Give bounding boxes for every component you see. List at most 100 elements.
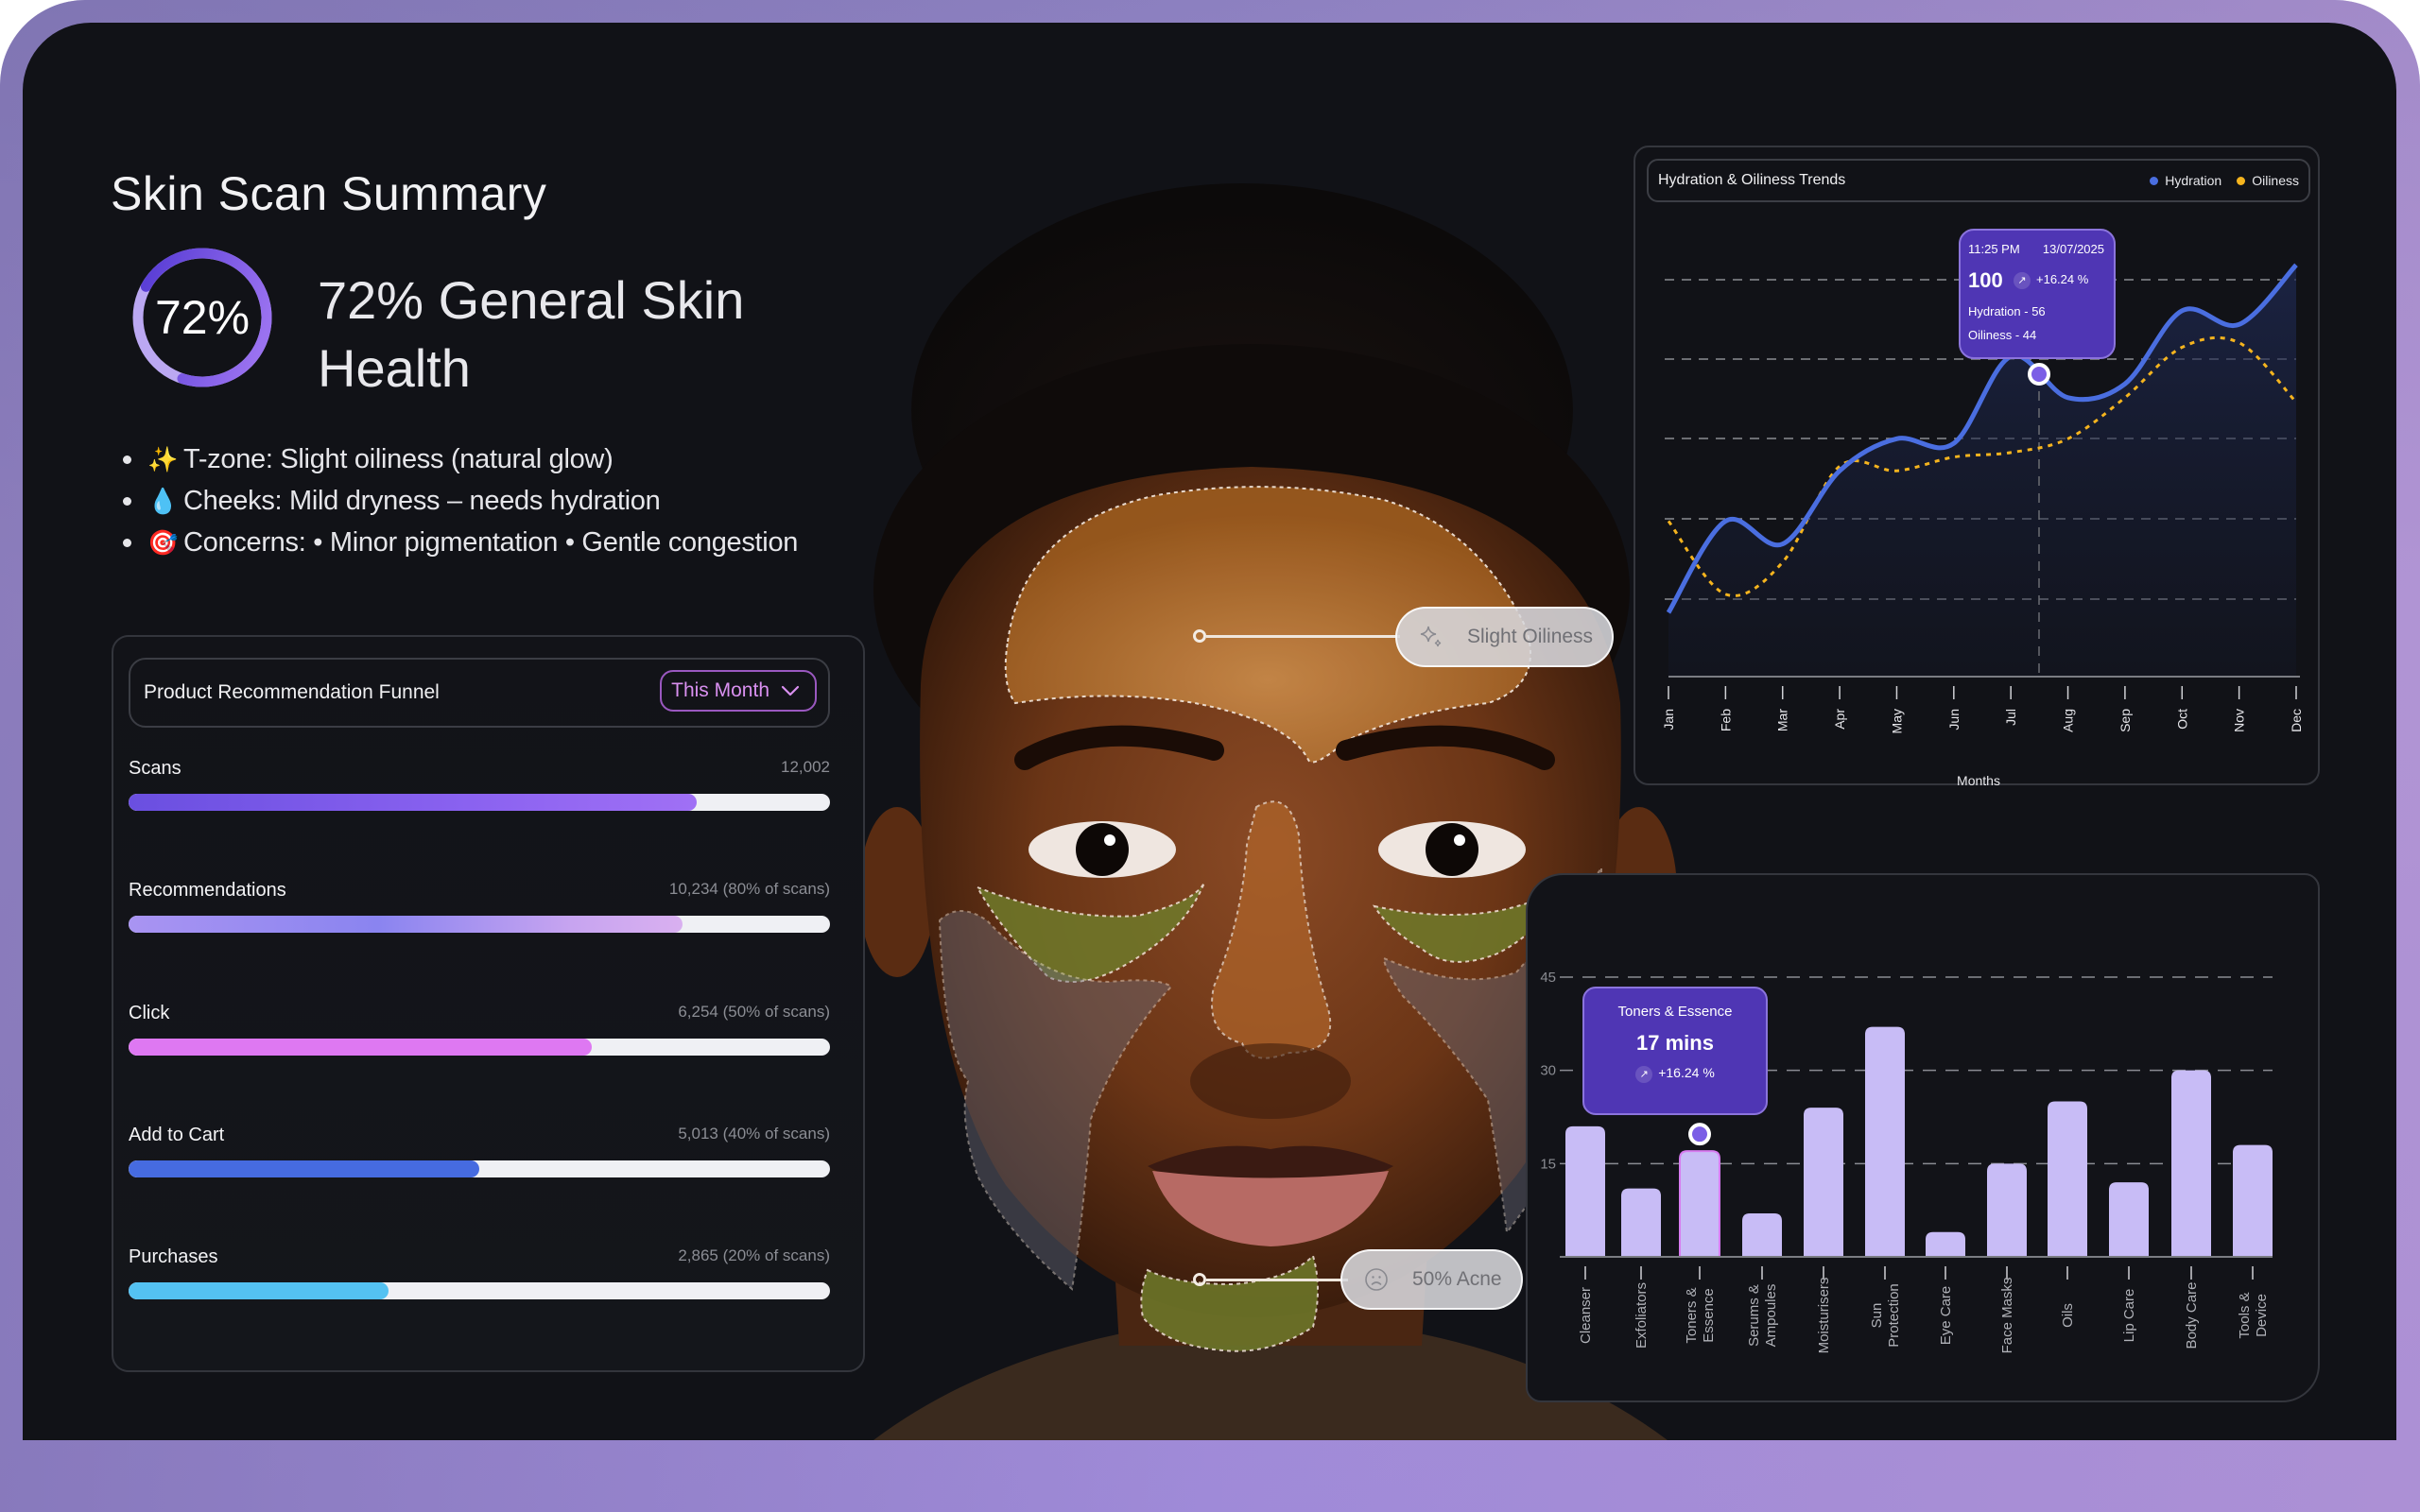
period-label: This Month	[671, 679, 769, 701]
legend-dot-icon	[2150, 176, 2159, 185]
target-icon: 🎯	[147, 528, 179, 557]
finding-text: Cheeks: Mild dryness – needs hydration	[183, 486, 661, 516]
health-score-ring: 72%	[127, 242, 278, 393]
bar-chart-tooltip: Toners & Essence 17 mins ↗ +16.24 %	[1582, 987, 1768, 1115]
x-tick-label: Protection	[1886, 1283, 1902, 1348]
x-axis-title: Months	[1957, 773, 2000, 788]
droplet-icon: 💧	[147, 487, 179, 515]
x-tick-label: Device	[2254, 1294, 2270, 1337]
x-tick-label: Cleanser	[1578, 1287, 1594, 1344]
x-tick-label: Serums &	[1746, 1284, 1762, 1347]
x-tick-label: Jul	[2003, 709, 2018, 726]
progress-track	[129, 1160, 830, 1177]
progress-track	[129, 916, 830, 933]
sparkles-icon: ✨	[147, 445, 179, 473]
x-tick-label: Lip Care	[2121, 1289, 2137, 1343]
bar	[1987, 1163, 2027, 1257]
tooltip-value: 17 mins	[1636, 1031, 1714, 1055]
x-tick-label: Feb	[1718, 709, 1733, 731]
bar	[1865, 1026, 1905, 1257]
x-tick-label: Dec	[2289, 709, 2304, 732]
bar-chart[interactable]: 15 30 45 Cleanser Exfoliators Toners & Essence…	[1528, 875, 2320, 1402]
recommendation-funnel-card: Product Recommendation Funnel This Month…	[112, 635, 865, 1372]
x-tick-label: Ampoules	[1763, 1284, 1779, 1348]
bar	[1926, 1231, 1965, 1257]
funnel-label: Scans	[129, 758, 182, 779]
funnel-value: 2,865 (20% of scans)	[678, 1246, 830, 1264]
funnel-title: Product Recommendation Funnel	[144, 681, 440, 703]
page-title: Skin Scan Summary	[111, 167, 547, 220]
finding-item: 💧 Cheeks: Mild dryness – needs hydration	[123, 480, 798, 522]
finding-text: T-zone: Slight oiliness (natural glow)	[183, 444, 614, 474]
finding-item: ✨ T-zone: Slight oiliness (natural glow)	[123, 438, 798, 480]
finding-item: 🎯 Concerns: • Minor pigmentation • Gentle…	[123, 522, 798, 563]
bar	[2048, 1101, 2087, 1257]
funnel-label: Recommendations	[129, 880, 286, 901]
bullet-dot	[123, 455, 131, 464]
tooltip-change: +16.24 %	[2036, 272, 2089, 286]
oiliness-connector-line	[1206, 635, 1400, 638]
period-dropdown[interactable]: This Month	[660, 670, 817, 712]
progress-track	[129, 1039, 830, 1056]
progress-track	[129, 794, 830, 811]
line-chart[interactable]: Jan Feb Mar Apr May Jun Jul Aug Sep Oct Nov Dec	[1635, 147, 2322, 787]
bullet-dot	[123, 538, 131, 547]
svg-text:45: 45	[1540, 970, 1556, 986]
funnel-label: Purchases	[129, 1246, 218, 1267]
x-tick-label: Mar	[1775, 709, 1790, 731]
funnel-value: 5,013 (40% of scans)	[678, 1125, 830, 1143]
bar	[2109, 1182, 2149, 1257]
x-tick-label: Face Masks	[1999, 1278, 2015, 1354]
line-chart-tooltip: 11:25 PM 13/07/2025 100 ↗ +16.24 % Hydra…	[1959, 229, 2116, 359]
funnel-value: 6,254 (50% of scans)	[678, 1003, 830, 1021]
progress-fill	[129, 916, 683, 933]
svg-text:15: 15	[1540, 1156, 1556, 1172]
chart-legend: Hydration Oiliness	[2150, 161, 2299, 200]
bar	[1565, 1125, 1605, 1257]
slight-oiliness-label[interactable]: Slight Oiliness	[1395, 607, 1615, 667]
tooltip-value: 100	[1968, 268, 2003, 292]
tooltip-oiliness: Oiliness - 44	[1968, 328, 2037, 342]
x-tick-label: Exfoliators	[1634, 1282, 1650, 1349]
category-time-chart-card: 15 30 45 Cleanser Exfoliators Toners & Essence…	[1526, 873, 2320, 1402]
x-tick-label: Aug	[2061, 709, 2076, 732]
x-tick-label: Nov	[2232, 709, 2247, 732]
dashboard-screen: Skin Scan Summary 72% 72% General Skin H…	[23, 23, 2396, 1440]
skin-findings-list: ✨ T-zone: Slight oiliness (natural glow) …	[123, 438, 798, 563]
bar	[2233, 1144, 2273, 1257]
tooltip-change-row: ↗ +16.24 %	[1584, 1065, 1766, 1083]
legend-oiliness[interactable]: Oiliness	[2237, 161, 2299, 200]
tooltip-hydration: Hydration - 56	[1968, 304, 2046, 318]
x-tick-label: Oct	[2174, 709, 2189, 730]
funnel-header: Product Recommendation Funnel This Month	[129, 658, 830, 728]
svg-text:30: 30	[1540, 1063, 1556, 1079]
x-tick-label: May	[1889, 709, 1904, 733]
funnel-value: 10,234 (80% of scans)	[668, 880, 830, 898]
progress-track	[129, 1282, 830, 1299]
sad-face-icon	[1365, 1268, 1388, 1291]
x-tick-label: Oils	[2060, 1303, 2076, 1328]
x-tick-label: Body Care	[2184, 1282, 2200, 1349]
x-tick-label: Jan	[1661, 709, 1676, 730]
acne-anchor-point	[1193, 1273, 1206, 1286]
progress-fill	[129, 1282, 389, 1299]
x-tick-label: Tools &	[2237, 1292, 2253, 1338]
chevron-down-icon	[781, 685, 800, 696]
legend-hydration[interactable]: Hydration	[2150, 161, 2221, 200]
progress-ring-icon	[132, 248, 272, 387]
progress-fill	[129, 1039, 592, 1056]
acne-label[interactable]: 50% Acne	[1340, 1249, 1523, 1310]
funnel-value: 12,002	[781, 758, 830, 776]
progress-fill	[129, 794, 698, 811]
x-tick-label: Essence	[1701, 1288, 1717, 1343]
x-tick-label: Sep	[2118, 709, 2133, 732]
funnel-label: Add to Cart	[129, 1125, 225, 1145]
chart-header: Hydration & Oiliness Trends Hydration Oi…	[1647, 159, 2310, 202]
bar	[1742, 1212, 1782, 1257]
tooltip-date: 13/07/2025	[2042, 242, 2104, 256]
health-headline: 72% General Skin Health	[318, 270, 745, 398]
x-tick-label: Toners &	[1684, 1287, 1700, 1343]
chart-title: Hydration & Oiliness Trends	[1658, 172, 1846, 188]
acne-connector-line	[1206, 1279, 1348, 1281]
health-score-label: 72%	[154, 291, 251, 344]
